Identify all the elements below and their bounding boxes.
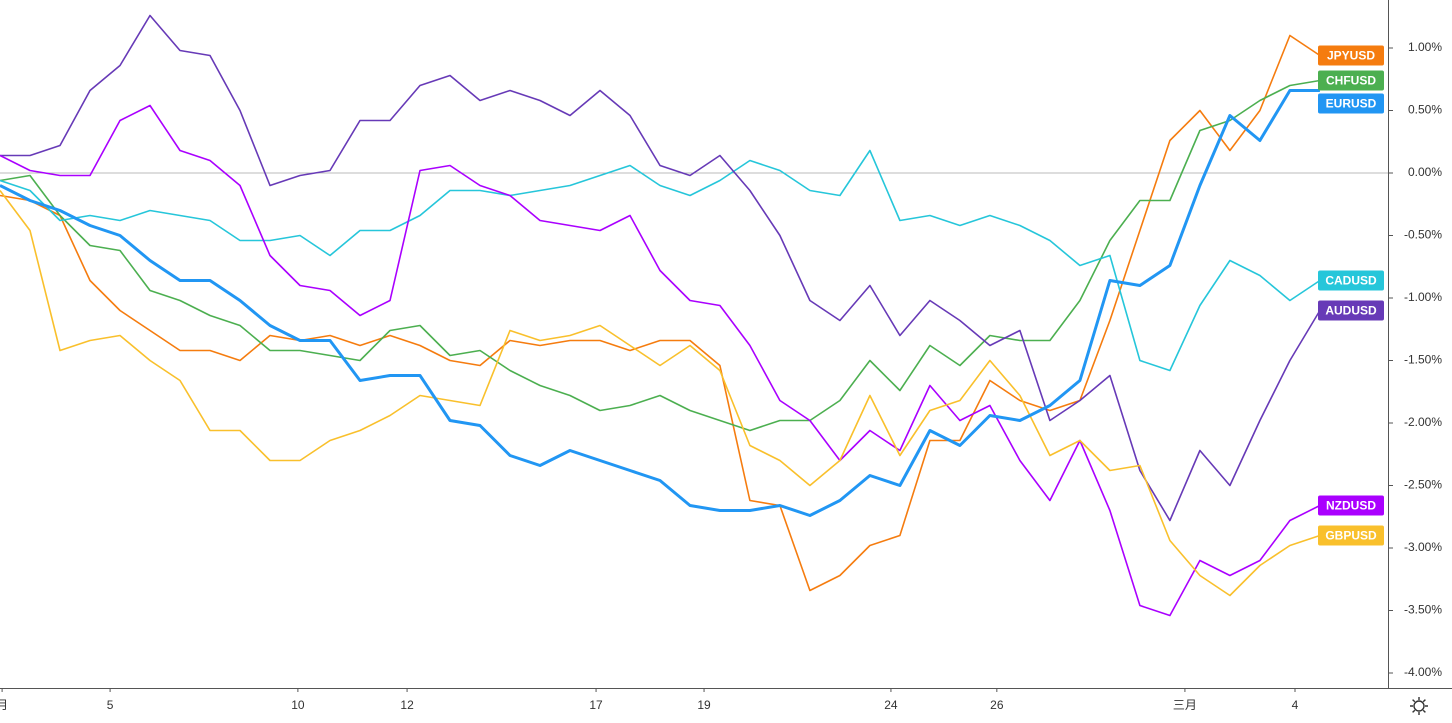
x-tick-label: 10 (291, 698, 305, 712)
y-tick-label: 0.00% (1408, 165, 1442, 179)
series-tag-box (1318, 495, 1384, 516)
series-tag-label: JPYUSD (1327, 49, 1375, 63)
series-tag: NZDUSD (1318, 495, 1384, 516)
x-tick-label: 5 (107, 698, 114, 712)
x-tick-label: 4 (1292, 698, 1299, 712)
series-tag: AUDUSD (1318, 300, 1384, 321)
x-tick-label: 月 (0, 698, 8, 712)
series-line (0, 89, 1320, 517)
series-line (0, 190, 1321, 597)
x-tick-label: 三月 (1173, 698, 1197, 712)
y-tick-label: -1.00% (1404, 290, 1442, 304)
y-tick-label: 1.00% (1408, 40, 1442, 54)
series-tag-label: CHFUSD (1326, 74, 1376, 88)
settings-icon[interactable] (1410, 697, 1428, 715)
y-tick-label: -2.50% (1404, 478, 1442, 492)
x-tick-label: 24 (884, 698, 898, 712)
x-tick-label: 17 (589, 698, 603, 712)
series-tag: CADUSD (1318, 270, 1384, 291)
series-line (0, 104, 1321, 617)
series-line (0, 14, 1321, 522)
y-tick-label: -1.50% (1404, 353, 1442, 367)
y-tick-label: -3.50% (1404, 603, 1442, 617)
series-tag-label: EURUSD (1326, 97, 1377, 111)
series-tag-box (1318, 93, 1384, 114)
series-tag-label: CADUSD (1325, 274, 1377, 288)
gear-teeth[interactable] (1410, 697, 1428, 715)
series-tag-label: AUDUSD (1325, 304, 1377, 318)
series-tag-box (1318, 70, 1384, 91)
series-tag: CHFUSD (1318, 70, 1384, 91)
series-tag: GBPUSD (1318, 525, 1384, 546)
y-tick-label: -4.00% (1404, 665, 1442, 679)
series-line (0, 79, 1321, 432)
x-tick-label: 12 (400, 698, 414, 712)
y-tick-label: -2.00% (1404, 415, 1442, 429)
series-tag-box (1318, 525, 1384, 546)
series-tag-box (1318, 300, 1384, 321)
y-tick-label: -0.50% (1404, 228, 1442, 242)
gear-body[interactable] (1413, 700, 1425, 712)
series-tag: EURUSD (1318, 93, 1384, 114)
series-tag-label: NZDUSD (1326, 499, 1376, 513)
series-tag: JPYUSD (1318, 45, 1384, 66)
series-tag-box (1318, 270, 1384, 291)
series-tag-box (1318, 45, 1384, 66)
y-tick-label: 0.50% (1408, 103, 1442, 117)
series-tag-label: GBPUSD (1325, 529, 1377, 543)
x-tick-label: 26 (990, 698, 1004, 712)
y-tick-label: -3.00% (1404, 540, 1442, 554)
x-tick-label: 19 (697, 698, 711, 712)
series-line (0, 149, 1321, 372)
series-line (0, 34, 1321, 592)
